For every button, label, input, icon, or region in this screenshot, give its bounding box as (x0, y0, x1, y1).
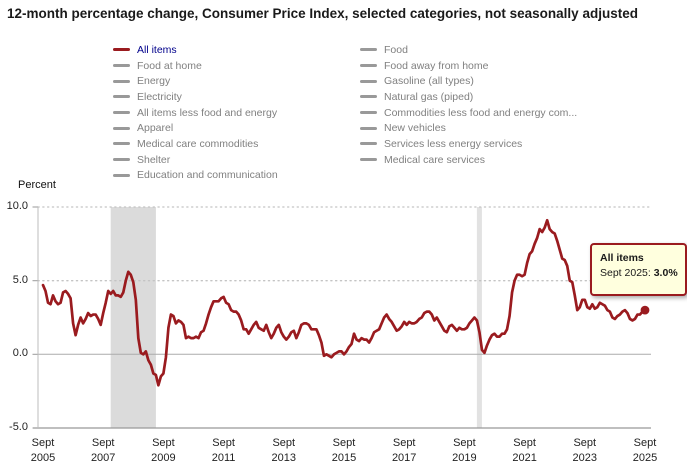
line-swatch-icon (113, 126, 130, 130)
legend-item-label: Medical care commodities (137, 137, 259, 150)
line-swatch-icon (113, 64, 130, 68)
legend-item-label: Food (384, 43, 408, 56)
legend-item-commodities-less-food-and-energy-com[interactable]: Commodities less food and energy com... (360, 105, 577, 121)
legend-item-natural-gas-piped[interactable]: Natural gas (piped) (360, 89, 577, 105)
legend-item-apparel[interactable]: Apparel (113, 120, 278, 136)
y-tick-label--5.0: -5.0 (9, 421, 28, 433)
chart-title: 12-month percentage change, Consumer Pri… (7, 6, 638, 21)
legend-item-energy[interactable]: Energy (113, 73, 278, 89)
legend-item-shelter[interactable]: Shelter (113, 152, 278, 168)
legend-item-food-away-from-home[interactable]: Food away from home (360, 58, 577, 74)
x-tick-label-2025: Sept 2025 (632, 437, 658, 464)
latest-data-point-marker[interactable] (640, 305, 650, 315)
line-swatch-icon (360, 111, 377, 115)
line-swatch-icon (113, 158, 130, 162)
x-tick-label-2013: Sept 2013 (271, 437, 297, 464)
line-swatch-icon (113, 111, 130, 115)
legend-item-services-less-energy-services[interactable]: Services less energy services (360, 136, 577, 152)
x-tick-label-2011: Sept 2011 (211, 437, 236, 464)
legend-item-label: All items (137, 43, 177, 56)
tooltip-value-line: Sept 2025: 3.0% (600, 266, 679, 281)
legend-item-gasoline-all-types[interactable]: Gasoline (all types) (360, 73, 577, 89)
recession-band-1 (110, 207, 156, 428)
legend-item-label: Education and communication (137, 169, 278, 182)
x-tick-label-2009: Sept 2009 (151, 437, 176, 464)
tooltip-date-label: Sept 2025: (600, 267, 651, 279)
legend-item-electricity[interactable]: Electricity (113, 89, 278, 105)
x-tick-label-2005: Sept 2005 (30, 437, 56, 464)
y-tick-label-5.0: 5.0 (12, 273, 28, 286)
line-swatch-icon (113, 48, 130, 52)
legend-item-label: Food away from home (384, 59, 489, 72)
legend-item-label: Medical care services (384, 153, 485, 166)
line-swatch-icon (360, 79, 377, 83)
legend-item-food[interactable]: Food (360, 42, 577, 58)
legend-item-label: Commodities less food and energy com... (384, 106, 578, 119)
legend-item-education-and-communication[interactable]: Education and communication (113, 168, 278, 184)
legend-item-label: New vehicles (384, 122, 446, 135)
recession-band-2 (476, 207, 482, 428)
legend-item-label: Gasoline (all types) (384, 75, 474, 88)
legend-item-label: Shelter (137, 153, 171, 166)
x-tick-label-2015: Sept 2015 (331, 437, 357, 464)
legend-item-medical-care-commodities[interactable]: Medical care commodities (113, 136, 278, 152)
line-swatch-icon (360, 95, 377, 99)
legend-item-food-at-home[interactable]: Food at home (113, 58, 278, 74)
legend-column-1: All items Food at home Energy Electricity Al… (113, 42, 278, 183)
x-tick-label-2007: Sept 2007 (90, 437, 116, 464)
y-tick-label-0.0: 0.0 (12, 347, 28, 360)
x-tick-label-2019: Sept 2019 (452, 437, 477, 464)
legend-item-all-items-less-food-and-energy[interactable]: All items less food and energy (113, 105, 278, 121)
line-swatch-icon (113, 173, 130, 177)
x-tick-label-2021: Sept 2021 (512, 437, 537, 464)
tooltip-value: 3.0% (653, 267, 678, 279)
line-swatch-icon (360, 48, 377, 52)
legend-item-label: Natural gas (piped) (384, 90, 474, 103)
legend-item-all-items[interactable]: All items (113, 42, 278, 58)
legend-item-medical-care-services[interactable]: Medical care services (360, 152, 577, 168)
legend-item-new-vehicles[interactable]: New vehicles (360, 120, 577, 136)
legend-item-label: Food at home (137, 59, 202, 72)
line-swatch-icon (360, 126, 377, 130)
line-swatch-icon (360, 64, 377, 68)
line-swatch-icon (360, 158, 377, 162)
legend-item-label: Electricity (137, 90, 182, 103)
legend-column-2: Food Food away from home Gasoline (all typ… (360, 42, 577, 168)
line-swatch-icon (113, 79, 130, 83)
all-items-series-line[interactable] (41, 218, 647, 387)
legend-item-label: Services less energy services (384, 137, 523, 150)
x-tick-label-2023: Sept 2023 (572, 437, 598, 464)
chart-tooltip: All items Sept 2025: 3.0% (590, 243, 687, 296)
tooltip-series-name: All items (600, 252, 644, 264)
y-axis-title: Percent (18, 179, 56, 191)
legend-item-label: All items less food and energy (137, 106, 278, 119)
line-swatch-icon (113, 95, 130, 99)
legend-item-label: Apparel (137, 122, 174, 135)
line-swatch-icon (113, 142, 130, 146)
x-tick-label-2017: Sept 2017 (391, 437, 417, 464)
line-swatch-icon (360, 142, 377, 146)
y-tick-label-10.0: 10.0 (6, 200, 28, 212)
legend-item-label: Energy (137, 75, 171, 88)
